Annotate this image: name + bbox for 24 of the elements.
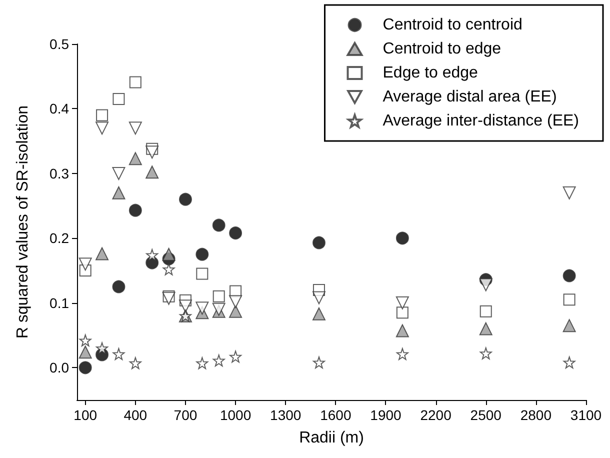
legend-label: Centroid to centroid	[382, 16, 522, 34]
legend-label: Average distal area (EE)	[382, 88, 557, 106]
y-tick-label: 0.2	[50, 230, 70, 246]
y-tick-label: 0.1	[50, 294, 70, 311]
x-tick-label: 1300	[270, 407, 302, 423]
x-axis-title: Radii (m)	[299, 430, 364, 446]
x-tick-label: 1000	[220, 407, 252, 423]
x-tick-label: 2200	[420, 407, 452, 423]
x-tick-label: 100	[74, 407, 98, 423]
x-tick-label: 700	[174, 407, 198, 423]
x-tick-label: 1600	[320, 407, 352, 423]
y-tick-label: 0.3	[50, 165, 70, 182]
x-tick-label: 400	[124, 407, 148, 423]
y-tick-label: 0.4	[50, 100, 70, 117]
y-tick-label: 0.5	[50, 36, 70, 52]
x-tick-label: 2800	[520, 407, 552, 423]
x-tick-label: 2500	[470, 407, 502, 423]
x-tick-label: 1900	[370, 407, 402, 423]
x-tick-label: 3100	[570, 407, 602, 423]
legend-label: Edge to edge	[382, 64, 478, 82]
legend-label: Average inter-distance (EE)	[382, 112, 580, 130]
y-axis-title: R squared values of SR-isolation	[14, 105, 32, 339]
legend-label: Centroid to edge	[382, 40, 502, 58]
y-tick-label: 0.0	[50, 360, 70, 376]
